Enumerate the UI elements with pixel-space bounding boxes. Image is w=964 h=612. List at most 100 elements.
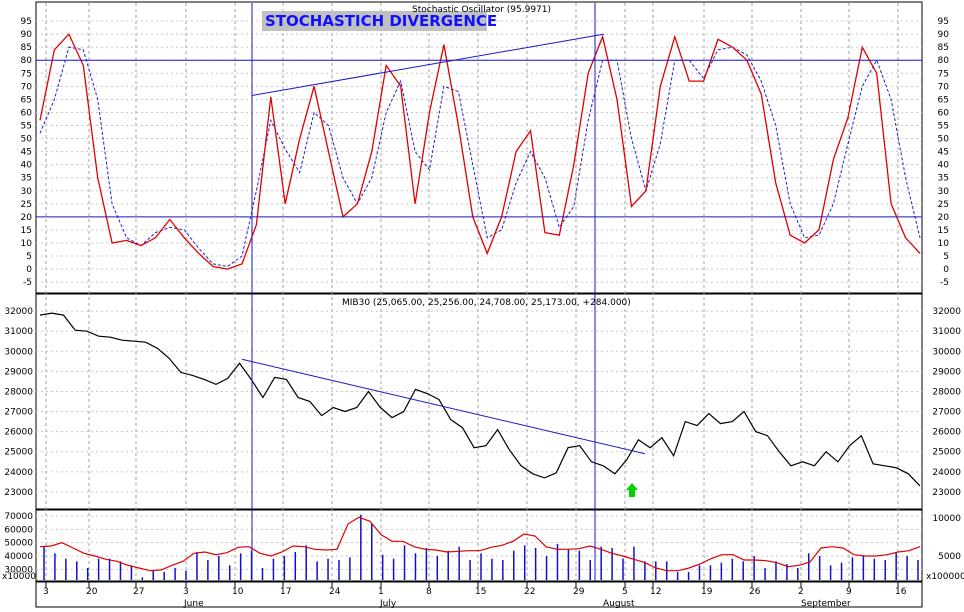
osc-y-tick-right: 20 (938, 213, 950, 223)
osc-y-tick-left: 20 (21, 213, 33, 223)
price-panel (35, 293, 923, 510)
oscillator-panel (35, 1, 923, 294)
osc-y-tick-left: 65 (21, 95, 32, 105)
osc-y-tick-right: 35 (938, 174, 949, 184)
osc-y-tick-left: 30 (21, 187, 33, 197)
price-y-tick-right: 32000 (932, 307, 961, 317)
osc-y-tick-left: 25 (21, 200, 32, 210)
oscillator-title: Stochastic Oscillator (95.9971) (412, 5, 551, 15)
osc-y-tick-left: 35 (21, 174, 32, 184)
x-day-label: 8 (426, 587, 432, 597)
x-axis-band (35, 581, 923, 608)
osc-y-tick-right: 30 (938, 187, 950, 197)
osc-y-tick-right: 80 (938, 56, 950, 66)
osc-y-tick-left: 90 (21, 30, 33, 40)
osc-y-tick-left: 50 (21, 135, 33, 145)
osc-y-tick-left: 45 (21, 148, 32, 158)
grid-layer (36, 3, 922, 581)
series-layer (39, 32, 921, 580)
price-y-tick-right: 29000 (932, 367, 961, 377)
osc-y-tick-right: 45 (938, 148, 949, 158)
x-day-label: 27 (133, 587, 144, 597)
price-y-tick-right: 30000 (932, 347, 961, 357)
x-day-label: 3 (43, 587, 49, 597)
x-day-label: 22 (524, 587, 535, 597)
volume-y-tick-left: 40000 (4, 552, 33, 562)
osc-y-tick-left: 0 (26, 265, 32, 275)
osc-rising-trendline (251, 33, 605, 96)
osc-y-tick-right: 25 (938, 200, 949, 210)
volume-left-unit: x10000 (2, 572, 36, 582)
price-y-tick-right: 25000 (932, 448, 961, 458)
price-y-tick-left: 24000 (4, 468, 33, 478)
x-month-label: September (801, 599, 851, 608)
osc-y-tick-right: 40 (938, 161, 950, 171)
divergence-banner: STOCHASTICH DIVERGENCE (265, 12, 497, 30)
volume-y-tick-left: 70000 (4, 512, 33, 522)
x-day-label: 29 (573, 587, 585, 597)
osc-y-tick-right: 75 (938, 69, 949, 79)
osc-y-tick-right: 55 (938, 122, 949, 132)
price-y-tick-right: 24000 (932, 468, 961, 478)
osc-y-tick-right: 85 (938, 43, 949, 53)
osc-k-line (39, 32, 921, 270)
volume-y-tick-left: 50000 (4, 539, 33, 549)
volume-y-tick-right: 10000 (932, 514, 961, 524)
volume-right-unit: x100000 (926, 572, 964, 582)
price-y-tick-right: 23000 (932, 488, 961, 498)
x-month-label: June (183, 599, 204, 608)
annotation-layer (36, 3, 922, 581)
x-day-label: 19 (701, 587, 713, 597)
price-line (39, 312, 921, 487)
osc-y-tick-left: 85 (21, 43, 32, 53)
x-day-label: 24 (329, 587, 341, 597)
x-day-label: 1 (378, 587, 384, 597)
x-day-label: 10 (232, 587, 244, 597)
x-day-label: 17 (280, 587, 291, 597)
osc-y-tick-right: -5 (940, 278, 949, 288)
osc-y-tick-left: 5 (26, 252, 32, 262)
price-y-tick-right: 27000 (932, 408, 961, 418)
price-y-tick-left: 28000 (4, 387, 33, 397)
osc-y-tick-left: 55 (21, 122, 32, 132)
osc-y-tick-left: 10 (21, 239, 33, 249)
volume-y-tick-right: 5000 (938, 552, 961, 562)
price-title: MIB30 (25,065.00, 25,256.00, 24,708.00, … (342, 298, 631, 308)
osc-y-tick-left: 75 (21, 69, 32, 79)
osc-y-tick-left: 15 (21, 226, 32, 236)
price-y-tick-left: 26000 (4, 428, 33, 438)
x-day-label: 16 (895, 587, 907, 597)
osc-y-tick-right: 50 (938, 135, 950, 145)
osc-y-tick-right: 70 (938, 82, 950, 92)
price-y-tick-left: 29000 (4, 367, 33, 377)
price-y-tick-left: 30000 (4, 347, 33, 357)
price-y-tick-right: 31000 (932, 327, 961, 337)
x-day-label: 15 (475, 587, 486, 597)
price-y-tick-left: 27000 (4, 408, 33, 418)
osc-y-tick-right: 15 (938, 226, 949, 236)
price-y-tick-right: 26000 (932, 428, 961, 438)
price-falling-trendline (241, 358, 646, 455)
x-month-label: July (379, 599, 397, 608)
volume-average-line (39, 516, 921, 572)
x-day-label: 2 (798, 587, 804, 597)
buy-signal-arrow-icon (626, 483, 638, 497)
osc-y-tick-right: 10 (938, 239, 950, 249)
osc-y-tick-right: 65 (938, 95, 949, 105)
osc-y-tick-left: 70 (21, 82, 33, 92)
osc-y-tick-right: 90 (938, 30, 950, 40)
osc-y-tick-left: 80 (21, 56, 33, 66)
x-day-label: 12 (650, 587, 661, 597)
price-y-tick-left: 32000 (4, 307, 33, 317)
volume-y-tick-left: 60000 (4, 525, 33, 535)
price-y-tick-left: 25000 (4, 448, 33, 458)
osc-y-tick-left: 40 (21, 161, 33, 171)
x-day-label: 26 (749, 587, 761, 597)
x-month-label: August (603, 599, 635, 608)
osc-y-tick-right: 95 (938, 17, 949, 27)
osc-y-tick-right: 5 (943, 252, 949, 262)
osc-y-tick-left: -5 (23, 278, 32, 288)
